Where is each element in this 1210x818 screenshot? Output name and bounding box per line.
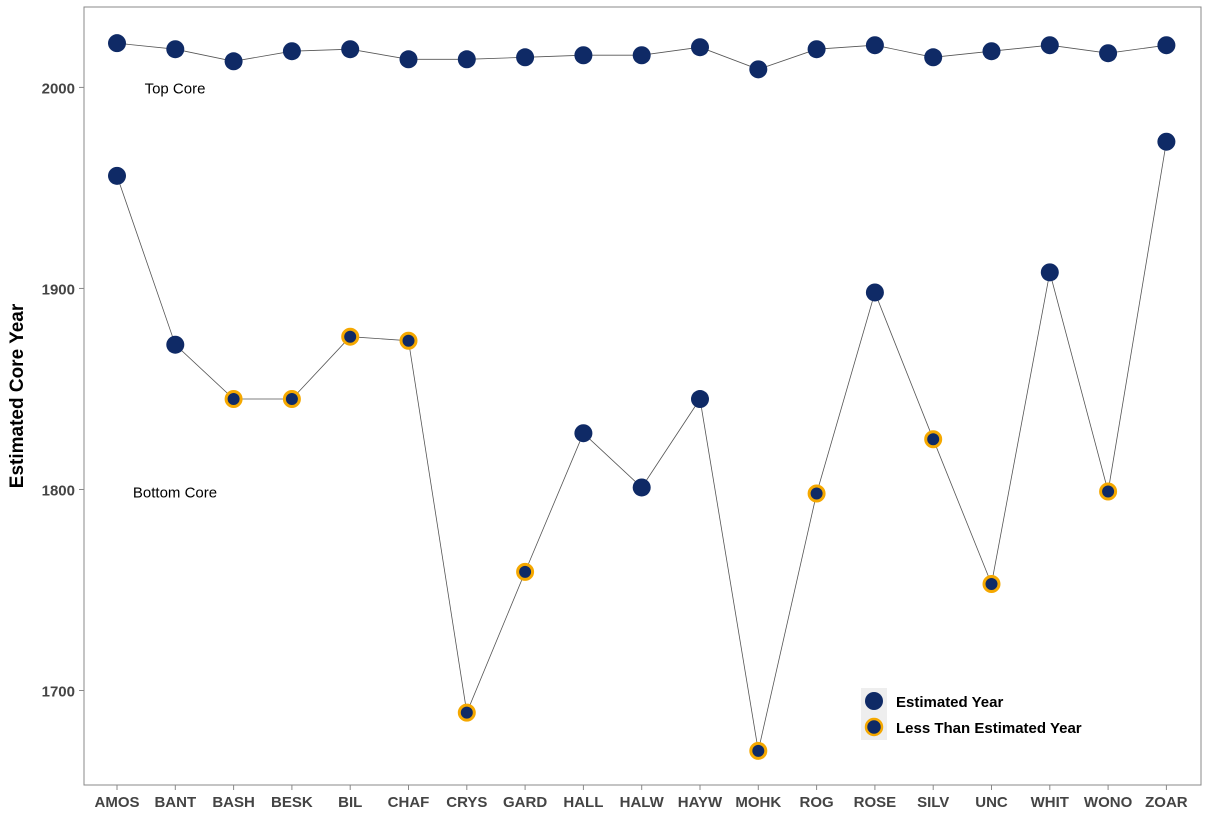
data-point-less-than-estimated — [807, 484, 826, 503]
data-point-estimated — [1157, 36, 1176, 55]
x-tick-label: WONO — [1084, 794, 1133, 811]
legend-label-less-than: Less Than Estimated Year — [896, 720, 1082, 737]
data-point-estimated — [574, 424, 593, 443]
data-point-estimated — [865, 283, 884, 302]
data-point-less-than-estimated — [924, 430, 943, 449]
data-point-estimated — [166, 335, 185, 354]
data-point-estimated — [691, 38, 709, 57]
x-tick-label: WHIT — [1031, 794, 1069, 811]
legend-marker-estimated — [865, 692, 883, 710]
data-point-estimated — [166, 40, 185, 59]
data-point-estimated — [1040, 36, 1059, 55]
series-points — [108, 34, 1176, 760]
data-point-less-than-estimated — [341, 327, 360, 346]
data-point-less-than-estimated — [982, 574, 1001, 593]
data-point-estimated — [632, 478, 651, 497]
data-point-less-than-estimated — [516, 562, 535, 581]
x-tick-label: CRYS — [446, 794, 487, 811]
annotations: Top Core Bottom Core — [133, 80, 217, 501]
data-point-estimated — [982, 42, 1001, 61]
data-point-estimated — [1099, 44, 1118, 63]
x-tick-label: HAYW — [678, 794, 723, 811]
x-tick-label: MOHK — [735, 794, 781, 811]
x-tick-label: UNC — [975, 794, 1008, 811]
data-point-estimated — [865, 36, 884, 55]
data-point-estimated — [108, 34, 126, 53]
data-point-estimated — [516, 48, 535, 67]
legend-label-estimated: Estimated Year — [896, 694, 1003, 711]
x-tick-label: ROSE — [854, 794, 897, 811]
data-point-estimated — [807, 40, 826, 59]
data-point-less-than-estimated — [1099, 482, 1118, 501]
data-point-estimated — [749, 60, 768, 79]
data-point-estimated — [691, 390, 709, 409]
data-point-estimated — [282, 42, 301, 61]
y-tick-label: 1700 — [42, 684, 75, 701]
y-axis: 1700 1800 1900 2000 — [42, 80, 84, 701]
plot-panel — [83, 6, 1202, 786]
legend-marker-less-than — [864, 717, 884, 737]
y-axis-label: Estimated Core Year — [7, 303, 28, 488]
x-tick-label: BESK — [271, 794, 313, 811]
y-tick-label: 1900 — [42, 281, 75, 298]
data-point-estimated — [224, 52, 243, 71]
data-point-estimated — [1157, 132, 1176, 151]
data-point-less-than-estimated — [399, 331, 418, 350]
data-point-estimated — [1040, 263, 1059, 282]
x-tick-label: BIL — [338, 794, 362, 811]
legend: Estimated Year Less Than Estimated Year — [861, 688, 1082, 740]
data-point-less-than-estimated — [457, 703, 476, 722]
data-point-estimated — [108, 166, 126, 185]
x-tick-label: HALL — [563, 794, 603, 811]
x-tick-label: SILV — [917, 794, 949, 811]
x-tick-label: HALW — [620, 794, 665, 811]
x-tick-label: BANT — [154, 794, 196, 811]
x-tick-label: ZOAR — [1145, 794, 1188, 811]
data-point-less-than-estimated — [282, 390, 301, 409]
x-tick-label: AMOS — [95, 794, 140, 811]
x-tick-label: CHAF — [388, 794, 430, 811]
data-point-estimated — [924, 48, 943, 67]
data-point-less-than-estimated — [749, 741, 768, 760]
data-point-estimated — [457, 50, 476, 69]
series-annotation: Bottom Core — [133, 484, 217, 501]
x-axis: AMOS BANT BASH BESK BIL CHAF CRYS GARD HALL HALW H… — [95, 785, 1188, 811]
x-tick-label: BASH — [212, 794, 255, 811]
y-tick-label: 1800 — [42, 482, 75, 499]
data-point-estimated — [341, 40, 360, 59]
data-point-estimated — [399, 50, 418, 69]
data-point-estimated — [574, 46, 593, 65]
data-point-less-than-estimated — [224, 390, 243, 409]
x-tick-label: GARD — [503, 794, 547, 811]
y-tick-label: 2000 — [42, 80, 75, 97]
data-point-estimated — [632, 46, 651, 65]
x-tick-label: ROG — [800, 794, 834, 811]
series-annotation: Top Core — [145, 80, 206, 97]
